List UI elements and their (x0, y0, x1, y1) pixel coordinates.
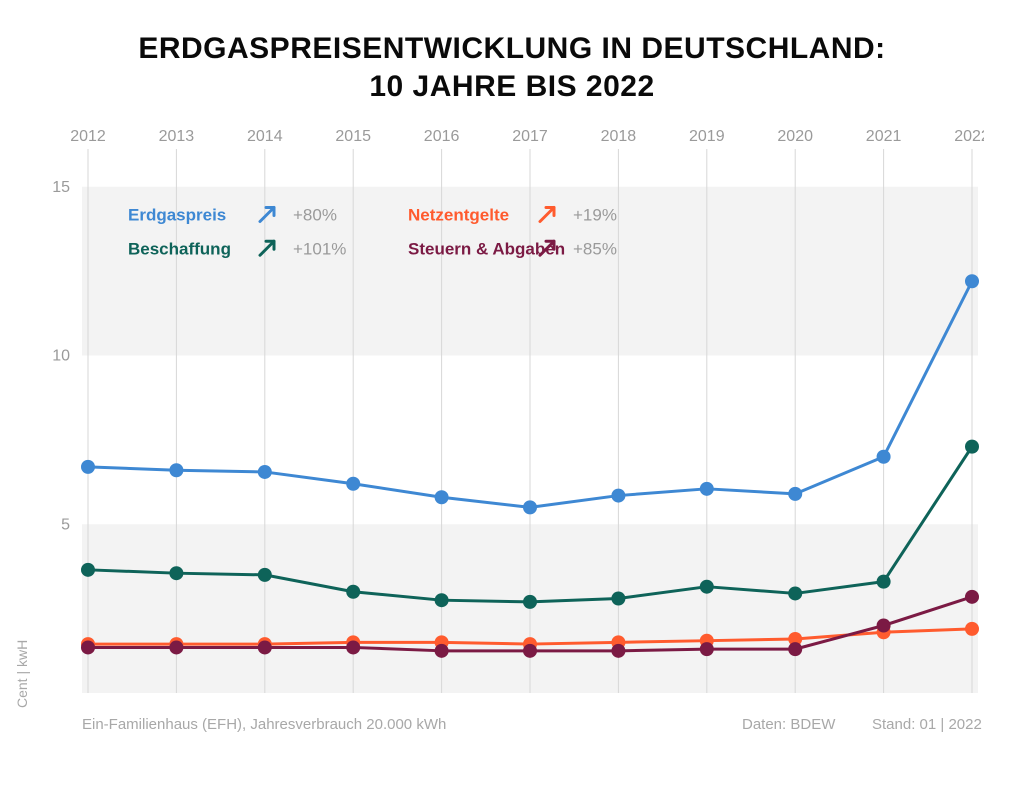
series-marker (965, 274, 979, 288)
series-marker (435, 644, 449, 658)
x-tick-label: 2018 (601, 128, 637, 145)
y-axis-label: Cent | kwH (14, 640, 30, 708)
legend-label: Erdgaspreis (128, 206, 226, 225)
footer-left: Ein-Familienhaus (EFH), Jahresverbrauch … (82, 716, 446, 733)
series-marker (523, 644, 537, 658)
legend-change: +80% (293, 206, 337, 225)
legend-change: +85% (573, 239, 617, 258)
x-tick-label: 2017 (512, 128, 548, 145)
chart-container: Cent | kwH 20122013201420152016201720182… (40, 123, 984, 743)
series-marker (258, 568, 272, 582)
series-marker (788, 487, 802, 501)
series-marker (965, 590, 979, 604)
line-chart: 2012 2013 2014 2015 2016 2017 2018 2019 2020 2021… (40, 123, 984, 743)
series-marker (611, 644, 625, 658)
series-marker (169, 640, 183, 654)
series-marker (81, 563, 95, 577)
legend-change: +101% (293, 239, 346, 258)
series-marker (81, 460, 95, 474)
x-tick-label: 2012 (70, 128, 106, 145)
title-line-2: 10 JAHRE BIS 2022 (369, 70, 654, 103)
series-marker (346, 640, 360, 654)
series-marker (169, 463, 183, 477)
series-marker (788, 586, 802, 600)
footer-mid: Daten: BDEW (742, 716, 836, 733)
x-tick-label: 2020 (777, 128, 813, 145)
series-marker (611, 592, 625, 606)
series-marker (611, 489, 625, 503)
series-marker (788, 642, 802, 656)
x-tick-label: 2016 (424, 128, 460, 145)
series-marker (435, 593, 449, 607)
chart-title: ERDGASPREISENTWICKLUNG IN DEUTSCHLAND: 1… (40, 30, 984, 105)
legend-item: Steuern & Abgaben+85% (408, 239, 617, 258)
legend-change: +19% (573, 206, 617, 225)
x-tick-label: 2021 (866, 128, 902, 145)
series-marker (523, 500, 537, 514)
series-marker (877, 619, 891, 633)
x-tick-label: 2015 (335, 128, 371, 145)
series-marker (169, 566, 183, 580)
series-marker (258, 640, 272, 654)
y-tick-label: 5 (61, 516, 70, 533)
series-marker (346, 477, 360, 491)
footer-right: Stand: 01 | 2022 (872, 716, 982, 733)
series-marker (965, 622, 979, 636)
series-marker (700, 642, 714, 656)
x-tick-label: 2014 (247, 128, 283, 145)
x-tick-label: 2022 (954, 128, 984, 145)
y-tick-label: 15 (52, 179, 70, 196)
series-marker (965, 440, 979, 454)
series-marker (700, 580, 714, 594)
series-marker (700, 482, 714, 496)
y-tick-label: 10 (52, 348, 70, 365)
series-marker (258, 465, 272, 479)
series-marker (346, 585, 360, 599)
series-marker (81, 640, 95, 654)
legend-label: Beschaffung (128, 239, 231, 258)
series-marker (435, 490, 449, 504)
series-marker (877, 575, 891, 589)
x-tick-label: 2013 (159, 128, 195, 145)
series-marker (877, 450, 891, 464)
x-tick-label: 2019 (689, 128, 725, 145)
legend-label: Netzentgelte (408, 206, 509, 225)
series-marker (523, 595, 537, 609)
title-line-1: ERDGASPREISENTWICKLUNG IN DEUTSCHLAND: (138, 32, 885, 65)
